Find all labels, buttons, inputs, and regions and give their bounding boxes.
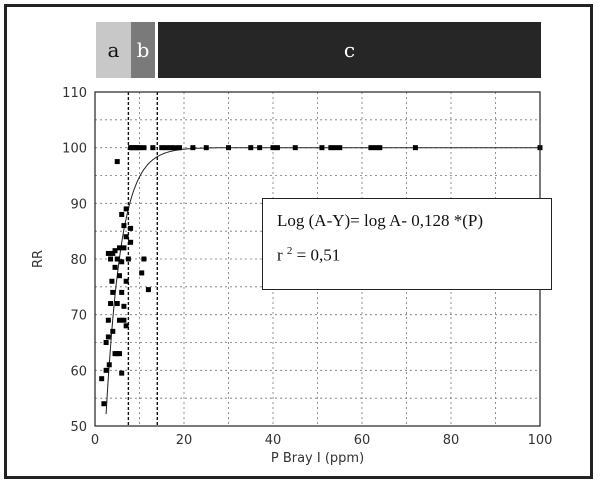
zone-band-b: b [131, 22, 155, 78]
data-point [123, 206, 129, 212]
data-point [105, 334, 111, 340]
r-squared-text: r 2 = 0,51 [277, 245, 340, 266]
data-point [377, 145, 383, 151]
data-point [328, 145, 334, 151]
data-point [116, 317, 122, 323]
data-point [319, 145, 325, 151]
data-point [103, 367, 109, 373]
data-point [110, 289, 116, 295]
data-point [226, 145, 231, 151]
data-point [106, 362, 112, 368]
data-point [114, 256, 120, 262]
data-point [105, 317, 111, 323]
y-axis-title: RR [31, 250, 46, 268]
data-point [172, 145, 178, 151]
data-point [163, 145, 169, 151]
data-point [105, 250, 111, 256]
data-point [112, 264, 118, 270]
data-point [121, 245, 127, 251]
y-tick-label: 50 [70, 420, 87, 435]
data-point [292, 145, 298, 151]
data-points-layer [99, 145, 543, 407]
y-tick-label: 70 [70, 309, 87, 324]
data-point [128, 239, 134, 245]
y-tick-label: 110 [62, 86, 87, 101]
data-point [137, 145, 142, 151]
zone-label-c: c [343, 38, 356, 62]
data-point [372, 145, 378, 151]
equation-text: Log (A-Y)= log A- 0,128 *(P) [277, 211, 484, 230]
data-point [139, 270, 145, 276]
data-point [121, 223, 127, 229]
zone-label-a: a [107, 38, 120, 62]
zone-band-a: a [96, 22, 131, 78]
data-point [110, 250, 116, 256]
data-point [150, 145, 156, 151]
data-point [119, 289, 125, 295]
data-point [128, 225, 134, 231]
r-squared-prefix: r [277, 245, 283, 265]
y-tick-label: 90 [70, 197, 87, 212]
data-point [114, 301, 120, 307]
data-point [123, 323, 129, 329]
y-tick-label: 60 [70, 364, 87, 379]
data-point [177, 145, 183, 151]
data-point [141, 145, 147, 151]
data-point [119, 259, 125, 265]
data-point [101, 401, 107, 407]
data-point [109, 278, 115, 284]
x-tick-label: 0 [91, 433, 99, 448]
data-point [121, 303, 127, 309]
data-point [119, 211, 125, 217]
data-point [108, 301, 114, 307]
data-point [257, 145, 263, 151]
x-tick-label: 40 [265, 433, 282, 448]
y-tick-label: 80 [70, 253, 87, 268]
data-point [123, 278, 129, 284]
data-point [248, 145, 254, 151]
zone-label-b: b [136, 38, 150, 62]
zone-band-c: c [158, 22, 541, 78]
equation-box: Log (A-Y)= log A- 0,128 *(P) r 2 = 0,51 [262, 198, 552, 290]
y-tick-label: 100 [62, 142, 87, 157]
x-tick-label: 20 [176, 433, 193, 448]
x-tick-label: 60 [354, 433, 371, 448]
data-point [141, 256, 147, 262]
data-point [332, 145, 338, 151]
data-point [190, 145, 196, 151]
data-point [337, 145, 343, 151]
data-point [114, 159, 120, 165]
data-point [116, 273, 122, 279]
r-squared-value: = 0,51 [292, 245, 341, 265]
r-squared-exponent: 2 [286, 245, 293, 257]
x-tick-label: 80 [443, 433, 460, 448]
data-point [110, 328, 116, 334]
data-point [121, 317, 127, 323]
data-point [274, 145, 280, 151]
x-tick-label: 100 [528, 433, 553, 448]
data-point [119, 370, 125, 376]
data-point [203, 145, 209, 151]
data-point [103, 340, 109, 345]
data-point [159, 145, 165, 151]
data-point [108, 256, 114, 262]
data-point [125, 256, 131, 262]
data-point [368, 145, 374, 151]
data-point [168, 145, 174, 151]
x-axis-title: P Bray I (ppm) [271, 451, 364, 466]
data-point [123, 234, 129, 240]
data-point [145, 287, 151, 293]
data-point [412, 145, 418, 151]
data-point [99, 376, 105, 382]
data-point [112, 248, 118, 254]
data-point [116, 245, 122, 251]
data-point [116, 351, 122, 357]
data-point [270, 145, 276, 151]
